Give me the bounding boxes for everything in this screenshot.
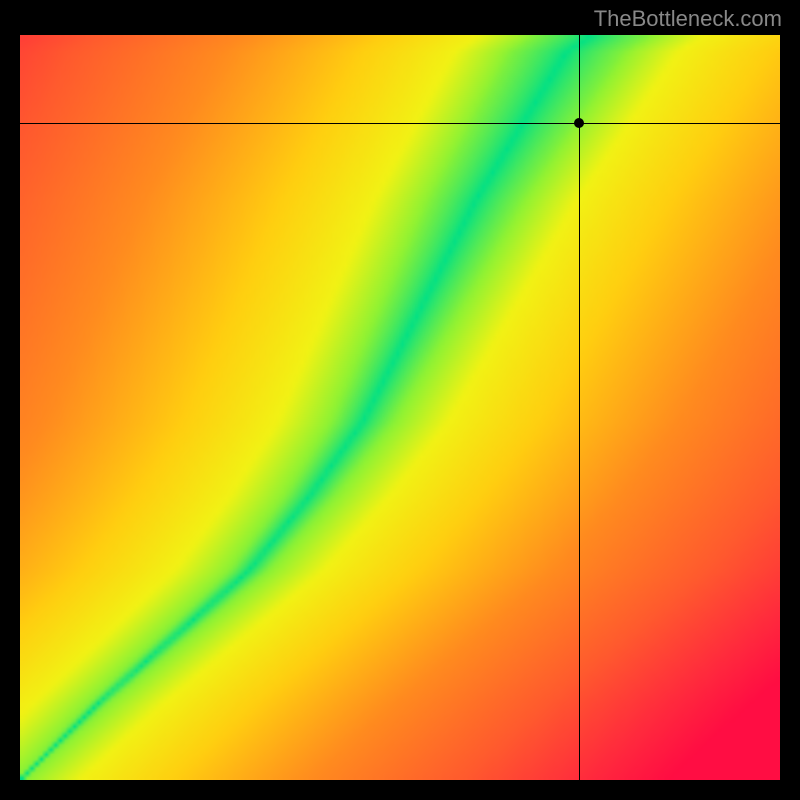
crosshair-point[interactable] xyxy=(574,118,584,128)
heatmap-plot xyxy=(20,35,780,780)
crosshair-vertical xyxy=(579,35,580,780)
watermark-text: TheBottleneck.com xyxy=(594,6,782,32)
heatmap-canvas xyxy=(20,35,780,780)
crosshair-horizontal xyxy=(20,123,780,124)
